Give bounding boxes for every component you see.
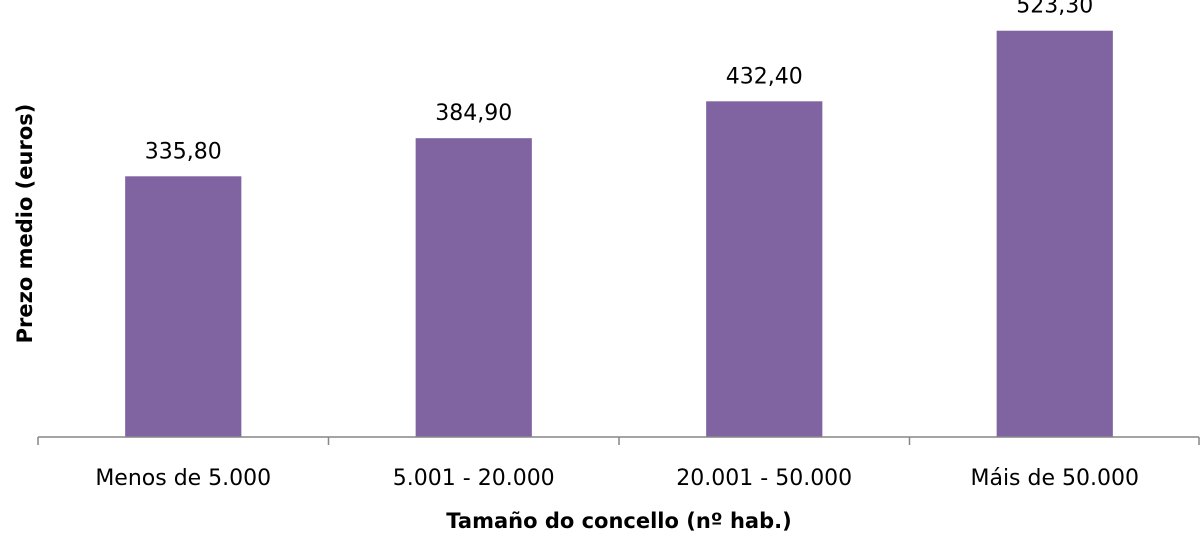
category-label-1: Menos de 5.000 [95,466,271,491]
bar-4 [996,30,1113,437]
x-axis [37,436,1200,445]
data-label-4: 523,30 [1016,0,1093,19]
category-label-4: Máis de 50.000 [970,466,1139,491]
bar-2 [415,138,532,437]
bar-1 [125,176,242,437]
bar-3 [706,101,823,438]
data-label-2: 384,90 [435,101,512,126]
x-axis-title: Tamaño do concello (nº hab.) [446,509,791,533]
bars-layer [125,30,1113,438]
data-labels-layer: 335,80 384,90 432,40 523,30 [145,0,1093,164]
category-label-3: 20.001 - 50.000 [676,466,852,491]
y-axis-title: Prezo medio (euros) [13,104,37,344]
data-label-1: 335,80 [145,139,222,164]
category-labels-layer: Menos de 5.000 5.001 - 20.000 20.001 - 50.… [95,466,1139,491]
data-label-3: 432,40 [726,64,803,89]
category-label-2: 5.001 - 20.000 [393,466,555,491]
